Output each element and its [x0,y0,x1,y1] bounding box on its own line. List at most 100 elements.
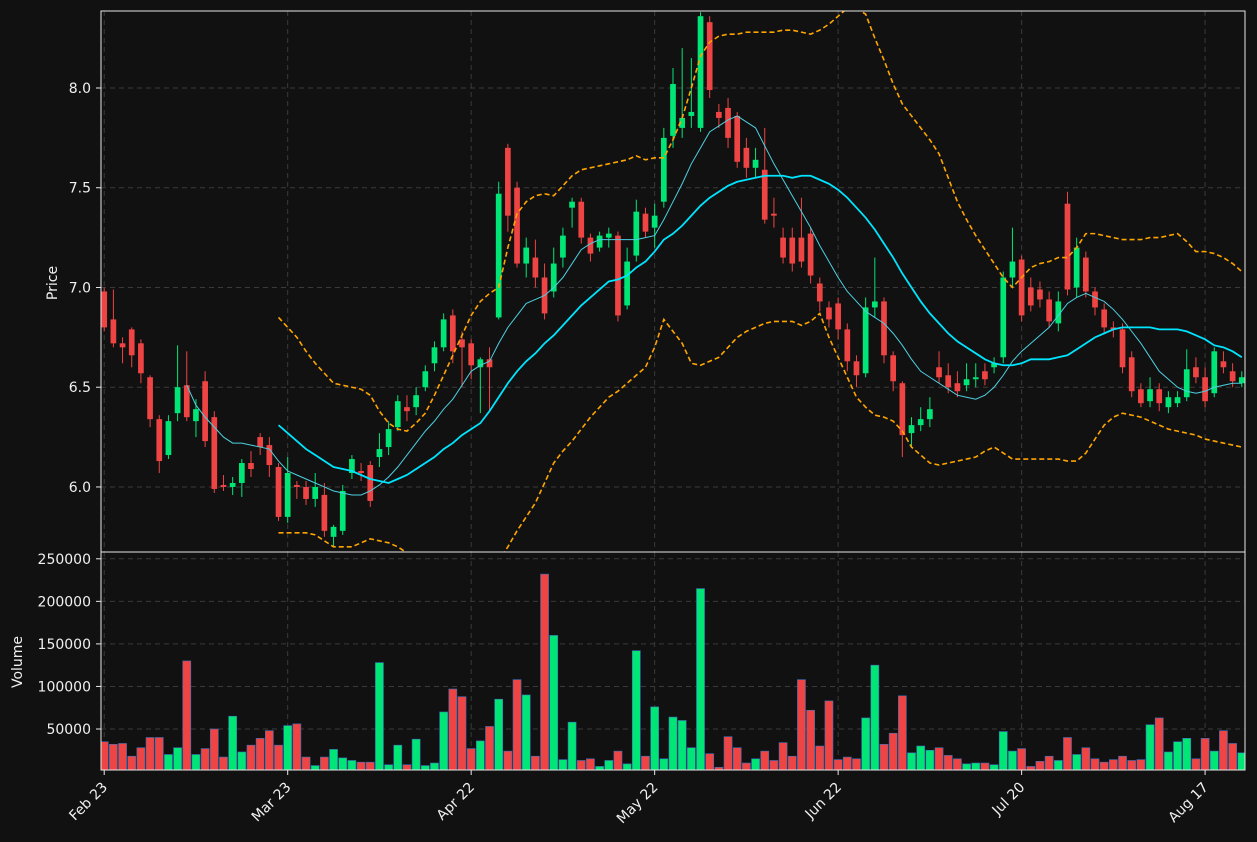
volume-bar [448,688,458,770]
candle-body [532,257,539,278]
candle-body [871,301,878,308]
volume-bar [384,764,393,770]
volume-bar [219,756,228,770]
volume-bar [246,744,256,770]
volume-bar [888,732,898,770]
y-tick-label: 200000 [38,594,91,610]
candle-body [936,367,942,378]
volume-bar [1053,760,1063,770]
volume-bar [1017,748,1026,770]
candle-body [248,463,254,470]
volume-bar [989,764,999,770]
candle-body [128,329,135,356]
volume-bar [182,660,192,770]
candle-body [963,379,970,386]
candle-body [798,237,805,262]
candle-body [376,449,383,458]
candle-body [193,409,199,422]
volume-bar [1072,754,1081,770]
volume-bar [109,744,118,770]
volume-bar [1209,750,1219,770]
candle-body [633,211,640,256]
volume-bar [631,650,641,770]
candle-body [780,237,786,258]
candle-body [275,467,282,517]
volume-bar [356,761,366,770]
candle-body [165,421,172,456]
y-tick-label: 150000 [38,637,91,653]
candle-body [349,459,355,474]
candle-body [642,213,649,232]
volume-bar [586,758,595,770]
y-tick-label: 6.5 [69,380,91,396]
y-tick-label: 250000 [38,552,91,568]
volume-bar [402,764,412,770]
candle-body [716,111,722,118]
volume-bar [347,760,357,770]
candle-body [1211,351,1218,394]
candle-body [954,383,961,392]
price-panel [101,11,1245,552]
volume-bar [980,762,990,770]
candle-body [1165,397,1172,408]
candle-body [156,419,163,462]
candle-body [495,193,502,318]
overlay-line [186,115,1242,496]
volume-bar [833,759,843,770]
volume-bar [907,752,916,770]
volume-bar [842,756,852,770]
candle-body [394,401,401,428]
candle-body [807,233,814,276]
y-tick-label: 100000 [38,679,91,695]
candle-body [1238,377,1245,384]
volume-bar [1008,750,1017,770]
volume-bar [191,754,201,770]
volume-bar [118,743,127,770]
volume-bar [1182,738,1192,770]
volume-bar [521,694,531,770]
candle-body [826,307,832,320]
candle-body [587,237,594,254]
candle-body [147,377,153,420]
volume-bar [668,716,678,770]
volume-bar [778,742,788,770]
candle-body [1092,291,1098,308]
volume-bar [1118,755,1127,770]
volume-bar [1200,738,1210,770]
volume-bar [173,747,182,770]
volume-bar [145,737,155,770]
candle-body [688,111,695,116]
candle-body [1055,301,1062,324]
candle-body [257,437,264,448]
volume-bar [274,744,283,770]
volume-bar [861,717,870,770]
volume-bar [393,744,403,770]
volume-bar [466,748,476,770]
candle-body [1037,289,1043,300]
volume-bar [310,765,320,770]
candle-body [1027,287,1034,306]
volume-bar [1090,758,1100,770]
volume-bar [742,762,751,770]
candle-body [211,417,218,489]
candle-body [404,407,410,412]
volume-bar [705,753,715,770]
volume-bar [787,755,797,770]
candle-body [1018,259,1025,316]
volume-bar [494,698,504,770]
candle-body [596,235,603,248]
candle-body [468,343,475,366]
candle-body [789,237,796,264]
volume-bar [411,738,421,770]
volume-bar [439,711,448,770]
candle-body [339,490,346,531]
volume-bar [659,758,669,770]
volume-bar [457,696,467,770]
candle-body [1064,203,1071,290]
candle-body [422,371,429,388]
volume-bar [1154,717,1164,770]
candle-body [881,301,887,356]
y-tick-label: 7.0 [69,280,91,296]
candle-body [505,147,511,216]
volume-bar [806,709,815,770]
